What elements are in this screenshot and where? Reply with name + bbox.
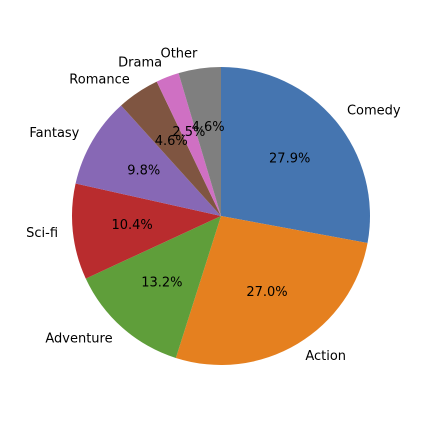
pct-label-sci-fi: 10.4% xyxy=(111,218,152,233)
category-label-fantasy: Fantasy xyxy=(29,126,79,141)
category-label-sci-fi: Sci-fi xyxy=(26,226,58,241)
slice-romance xyxy=(121,81,221,216)
category-labels: Comedy Action Adventure Sci-fi Fantasy Romanc… xyxy=(26,46,401,364)
category-label-other: Other xyxy=(160,46,198,61)
category-label-drama: Drama xyxy=(118,56,162,71)
slice-fantasy xyxy=(75,105,221,216)
pct-label-romance: 4.6% xyxy=(155,134,188,149)
category-label-comedy: Comedy xyxy=(347,104,401,119)
category-label-action: Action xyxy=(305,349,346,364)
pct-label-drama: 2.5% xyxy=(172,125,205,140)
pct-label-fantasy: 9.8% xyxy=(127,163,160,178)
slice-drama xyxy=(156,73,221,217)
slice-sci-fi xyxy=(72,183,221,279)
slice-other xyxy=(178,67,221,216)
pie-slices xyxy=(72,67,370,365)
pct-label-action: 27.0% xyxy=(246,285,287,300)
pct-label-other: 4.6% xyxy=(192,120,225,135)
percentage-labels: 27.9% 27.0% 13.2% 10.4% 9.8% 4.6%2.5%4.6% xyxy=(111,120,310,300)
pct-label-adventure: 13.2% xyxy=(141,276,182,291)
slice-adventure xyxy=(85,216,221,358)
slice-action xyxy=(175,216,368,365)
slice-comedy xyxy=(221,67,370,243)
category-label-romance: Romance xyxy=(69,72,129,87)
category-label-adventure: Adventure xyxy=(45,331,112,346)
pct-label-comedy: 27.9% xyxy=(269,151,310,166)
